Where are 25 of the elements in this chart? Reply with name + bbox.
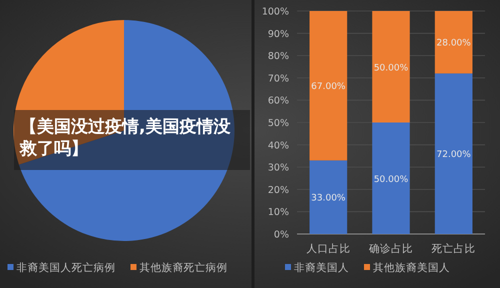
y-tick-label: 60% — [268, 96, 289, 107]
y-tick-label: 80% — [268, 51, 289, 62]
data-label: 28.00% — [436, 38, 472, 49]
y-tick-label: 70% — [268, 73, 289, 84]
data-label: 33.00% — [311, 194, 346, 204]
legend-label: 其他族裔美国人 — [373, 261, 450, 274]
x-tick-label: 人口占比 — [306, 242, 350, 255]
y-tick-label: 40% — [268, 140, 289, 152]
y-tick-label: 10% — [268, 207, 289, 218]
y-tick-label: 20% — [268, 184, 289, 196]
x-tick-label: 死亡占比 — [432, 242, 476, 255]
text: 【美国没过疫情,美国疫情没救了吗】 — [19, 117, 230, 159]
data-label: 67.00% — [311, 82, 346, 92]
y-tick-label: 100% — [262, 6, 289, 18]
legend-label: 非裔美国人 — [294, 261, 349, 274]
x-tick-label: 确诊占比 — [368, 242, 413, 255]
y-tick-label: 90% — [268, 28, 289, 40]
data-label: 50.00% — [374, 174, 409, 185]
data-label: 72.00% — [436, 150, 472, 160]
legend-label: 其他族裔死亡病例 — [140, 261, 228, 274]
y-tick-label: 50% — [268, 118, 289, 129]
y-tick-label: 0% — [274, 230, 289, 240]
y-tick-label: 30% — [268, 162, 289, 174]
legend-label: 非裔美国人死亡病例 — [16, 261, 116, 274]
data-label: 50.00% — [374, 63, 409, 74]
